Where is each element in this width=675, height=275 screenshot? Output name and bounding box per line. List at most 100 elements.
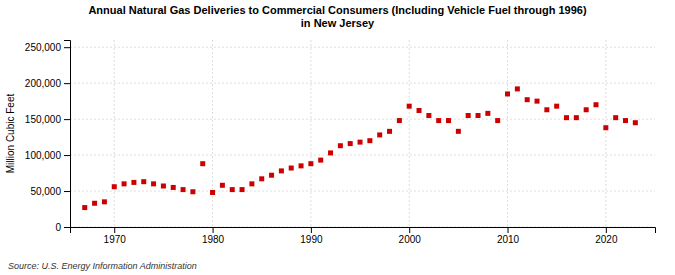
point: [407, 104, 412, 109]
point: [348, 141, 353, 146]
point: [515, 86, 520, 91]
x-tick: 1990: [300, 227, 323, 245]
point: [367, 138, 372, 143]
point: [102, 199, 107, 204]
y-tick-mark: [64, 83, 70, 84]
point: [249, 181, 254, 186]
grid-line: [212, 40, 213, 227]
x-tick-label: 2010: [497, 234, 520, 245]
point: [358, 140, 363, 145]
grid-line: [409, 40, 410, 227]
y-tick: 0: [55, 222, 70, 233]
point: [151, 181, 156, 186]
y-axis-line: [64, 41, 71, 228]
x-axis: 1970 1980 1990 2000 2010 2020: [71, 227, 656, 245]
point: [131, 180, 136, 185]
y-tick: 200,000: [25, 78, 70, 89]
y-tick-mark: [64, 191, 70, 192]
y-tick-label: 0: [55, 222, 61, 233]
grid-line: [70, 83, 655, 84]
point: [269, 173, 274, 178]
x-tick: 1970: [104, 227, 127, 245]
grid-line: [114, 40, 115, 227]
point: [446, 118, 451, 123]
grid-line: [70, 47, 655, 48]
x-tick-label: 1980: [202, 234, 225, 245]
y-tick: 250,000: [25, 42, 70, 53]
point: [387, 129, 392, 134]
point: [535, 99, 540, 104]
point: [603, 125, 608, 130]
point: [377, 132, 382, 137]
point: [92, 201, 97, 206]
point: [181, 187, 186, 192]
y-tick-label: 100,000: [25, 150, 62, 161]
grid-line: [70, 191, 655, 192]
y-tick-label: 50,000: [30, 186, 61, 197]
grid-line: [70, 155, 655, 156]
grid-line: [605, 40, 606, 227]
plot: 1970 1980 1990 2000 2010 2020 0 50,000 100,000 15…: [25, 40, 656, 245]
y-axis: 0 50,000 100,000 150,000 200,000 250,000: [25, 41, 71, 233]
x-tick-mark: [409, 227, 410, 233]
x-tick: 2010: [497, 227, 520, 245]
point: [279, 168, 284, 173]
x-tick-label: 1990: [300, 234, 323, 245]
point: [328, 150, 333, 155]
point: [623, 118, 628, 123]
y-tick-label: 250,000: [25, 42, 62, 53]
point: [299, 163, 304, 168]
point: [554, 104, 559, 109]
point: [161, 184, 166, 189]
point: [397, 118, 402, 123]
x-tick-mark: [311, 227, 312, 233]
x-tick: 2000: [399, 227, 422, 245]
point: [200, 161, 205, 166]
point: [240, 187, 245, 192]
point: [466, 113, 471, 118]
grid-line: [507, 40, 508, 227]
grid: [70, 40, 655, 227]
y-axis-title: Million Cubic Feet: [5, 94, 16, 174]
x-axis-line: [71, 228, 656, 234]
y-tick-mark: [64, 155, 70, 156]
point: [485, 111, 490, 116]
point: [220, 183, 225, 188]
point: [456, 129, 461, 134]
point: [259, 176, 264, 181]
point: [564, 115, 569, 120]
point: [594, 102, 599, 107]
point: [525, 97, 530, 102]
point: [495, 118, 500, 123]
point: [308, 161, 313, 166]
x-tick-mark: [606, 227, 607, 233]
point: [190, 189, 195, 194]
point: [613, 115, 618, 120]
x-tick-mark: [508, 227, 509, 233]
point: [505, 91, 510, 96]
point: [230, 187, 235, 192]
grid-line: [310, 40, 311, 227]
point: [82, 205, 87, 210]
point: [171, 185, 176, 190]
point: [544, 107, 549, 112]
x-tick-label: 1970: [104, 234, 127, 245]
point: [289, 166, 294, 171]
point: [338, 143, 343, 148]
y-tick-label: 150,000: [25, 114, 62, 125]
chart: 1970 1980 1990 2000 2010 2020 0 50,000 100,000 15…: [0, 0, 675, 275]
y-tick: 100,000: [25, 150, 70, 161]
points: [82, 86, 638, 210]
x-tick-mark: [114, 227, 115, 233]
annotation: Source: U.S. Energy Information Administ…: [8, 261, 197, 271]
point: [476, 113, 481, 118]
point: [210, 190, 215, 195]
x-tick: 2020: [595, 227, 618, 245]
y-tick: 50,000: [30, 186, 70, 197]
point: [426, 113, 431, 118]
point: [318, 158, 323, 163]
y-tick-mark: [64, 119, 70, 120]
point: [436, 118, 441, 123]
y-tick: 150,000: [25, 114, 70, 125]
point: [112, 184, 117, 189]
